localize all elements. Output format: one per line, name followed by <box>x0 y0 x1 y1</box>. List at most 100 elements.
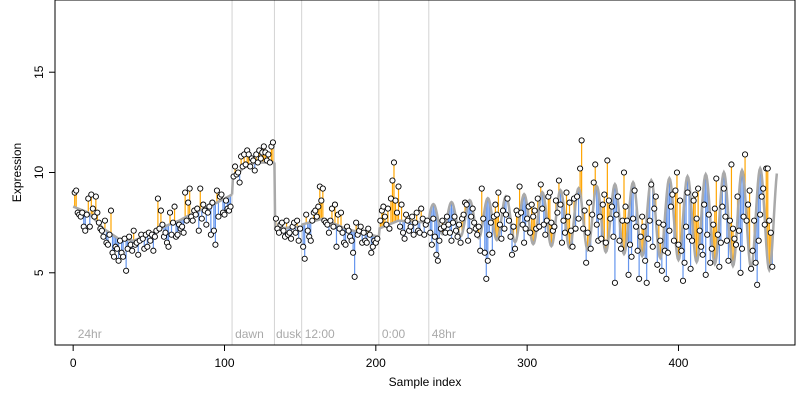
data-point-338 <box>590 179 597 186</box>
data-point-10 <box>86 223 93 230</box>
region-label-2: dusk <box>276 327 302 341</box>
data-point-437 <box>740 213 747 220</box>
data-point-441 <box>746 187 753 194</box>
data-point-348 <box>605 197 612 204</box>
data-point-400 <box>684 189 691 196</box>
data-point-57 <box>157 207 164 214</box>
region-label-1: dawn <box>235 327 264 341</box>
data-point-344 <box>599 201 606 208</box>
data-point-336 <box>587 245 594 252</box>
data-point-445 <box>752 259 759 266</box>
x-tick-label-1: 100 <box>214 356 234 370</box>
data-point-327 <box>574 193 581 200</box>
data-point-350 <box>608 203 615 210</box>
data-point-360 <box>623 217 631 224</box>
data-point-343 <box>598 235 605 242</box>
data-point-414 <box>705 211 712 218</box>
data-point-413 <box>704 231 711 238</box>
data-point-369 <box>637 233 644 240</box>
data-point-1 <box>73 187 80 194</box>
data-point-366 <box>633 223 640 230</box>
data-point-8 <box>83 211 90 218</box>
data-point-212 <box>398 201 405 208</box>
data-point-225 <box>418 205 425 212</box>
data-point-309 <box>546 189 553 196</box>
data-point-75 <box>185 199 192 206</box>
data-point-89 <box>206 203 213 210</box>
data-point-76 <box>186 185 193 192</box>
data-point-379 <box>652 193 659 200</box>
data-point-42 <box>135 251 142 258</box>
data-point-431 <box>731 235 738 242</box>
data-point-178 <box>345 227 352 234</box>
data-point-315 <box>555 177 562 184</box>
data-point-448 <box>757 211 764 218</box>
data-point-383 <box>658 267 665 274</box>
data-point-74 <box>183 217 190 224</box>
data-point-283 <box>507 233 514 240</box>
data-point-326 <box>572 225 579 232</box>
data-point-353 <box>613 211 620 218</box>
data-point-202 <box>383 221 390 228</box>
data-point-122 <box>257 155 264 162</box>
data-point-140 <box>286 229 293 236</box>
data-point-211 <box>396 223 404 230</box>
data-point-447 <box>755 237 762 244</box>
data-point-176 <box>342 241 349 248</box>
data-point-216 <box>404 217 411 224</box>
data-point-382 <box>657 237 664 244</box>
data-point-130 <box>269 139 276 146</box>
data-point-337 <box>589 211 596 218</box>
data-point-186 <box>357 223 364 230</box>
data-point-157 <box>313 213 320 220</box>
data-point-393 <box>673 169 681 176</box>
data-point-14 <box>92 193 99 200</box>
data-point-303 <box>537 181 544 188</box>
data-point-296 <box>527 229 534 236</box>
data-point-107 <box>235 169 242 176</box>
data-point-398 <box>681 259 688 266</box>
data-point-395 <box>676 197 684 204</box>
data-point-270 <box>487 219 494 226</box>
data-point-56 <box>156 225 163 232</box>
data-point-368 <box>636 275 643 282</box>
data-point-7 <box>82 227 89 234</box>
data-point-194 <box>369 243 376 250</box>
data-point-131 <box>272 215 279 222</box>
data-point-367 <box>634 247 641 254</box>
data-point-284 <box>508 251 516 258</box>
data-point-416 <box>708 245 715 252</box>
data-point-387 <box>664 249 671 256</box>
data-point-115 <box>247 163 254 170</box>
data-point-201 <box>381 213 388 220</box>
data-point-364 <box>630 215 637 222</box>
data-point-412 <box>702 271 709 278</box>
data-point-85 <box>200 201 207 208</box>
data-point-256 <box>466 227 473 234</box>
data-point-249 <box>455 221 463 228</box>
data-point-193 <box>368 249 375 256</box>
data-point-58 <box>159 221 166 228</box>
data-point-269 <box>486 231 493 238</box>
data-point-406 <box>693 215 700 222</box>
data-point-100 <box>222 197 230 204</box>
data-point-396 <box>678 247 685 254</box>
data-point-329 <box>577 165 584 172</box>
data-point-208 <box>392 197 399 204</box>
data-point-339 <box>592 161 599 168</box>
data-point-399 <box>682 223 690 230</box>
data-point-198 <box>377 217 384 224</box>
data-point-255 <box>465 237 472 244</box>
data-point-454 <box>766 217 773 224</box>
data-point-230 <box>427 229 434 236</box>
data-point-149 <box>301 255 308 262</box>
data-point-279 <box>501 225 508 232</box>
data-point-105 <box>232 163 239 170</box>
data-point-23 <box>106 231 113 238</box>
data-point-371 <box>640 223 647 230</box>
data-point-238 <box>439 217 446 224</box>
data-point-408 <box>696 227 703 234</box>
data-point-174 <box>339 229 346 236</box>
data-point-119 <box>253 151 260 158</box>
data-point-438 <box>742 151 749 158</box>
